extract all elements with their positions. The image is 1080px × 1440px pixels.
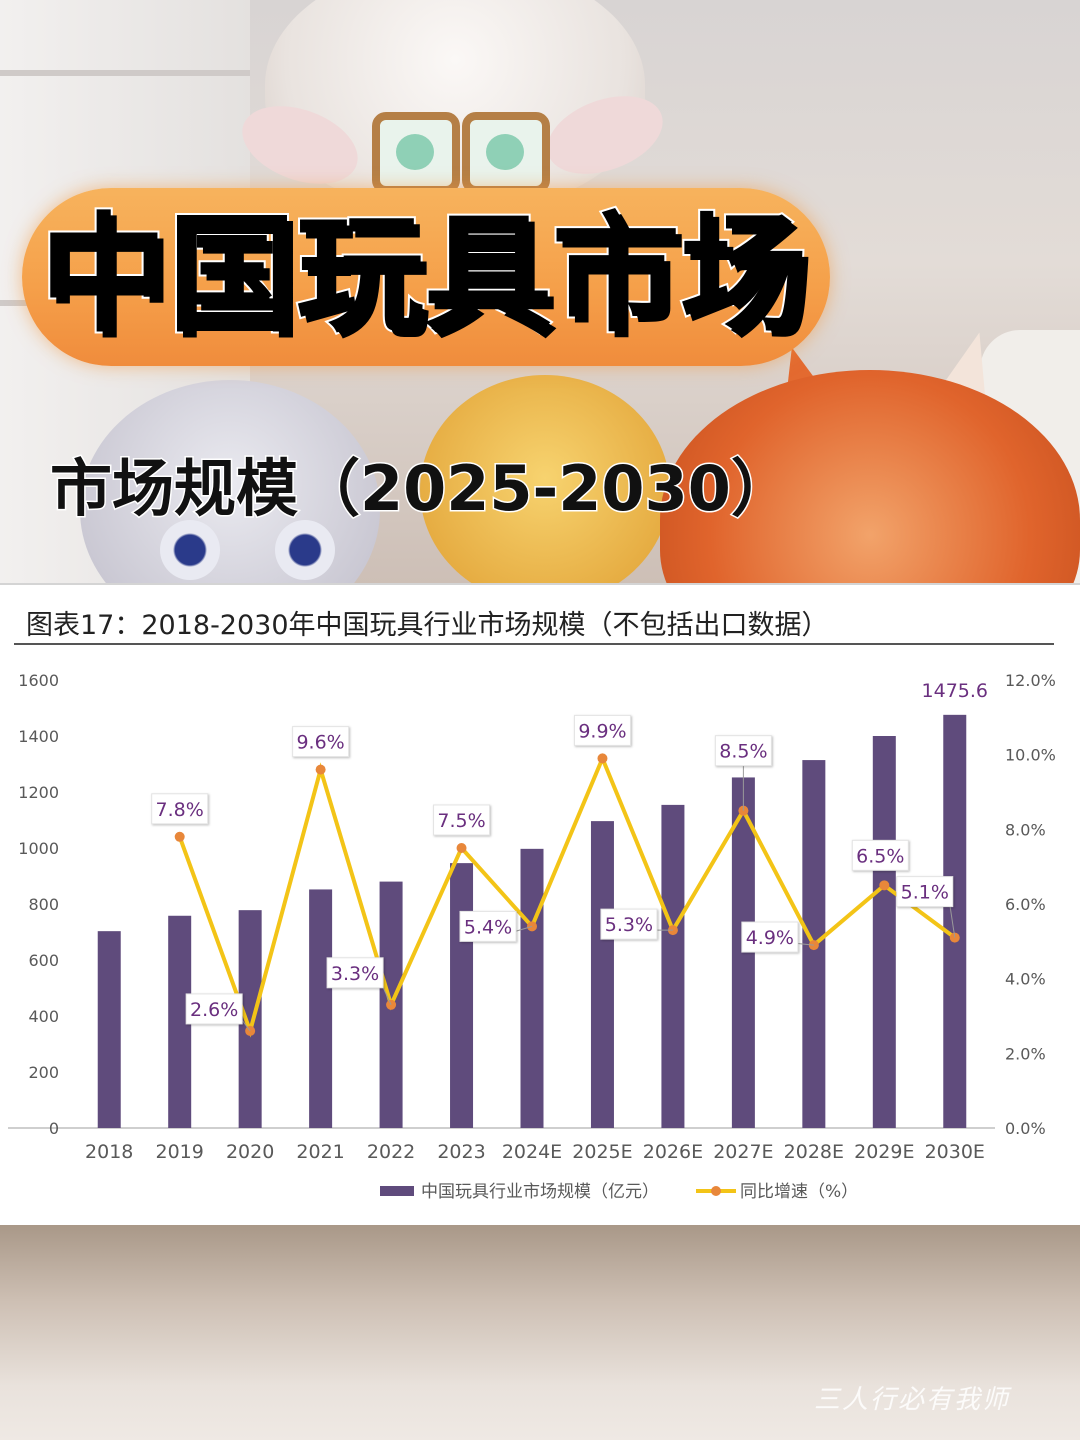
plush-hamster-image	[420, 375, 670, 585]
growth-point	[174, 831, 185, 842]
glasses-lens	[462, 112, 550, 194]
line-data-label: 2.6%	[190, 999, 238, 1021]
bar	[309, 889, 333, 1128]
y-left-tick-label: 1400	[18, 727, 59, 746]
y-left-tick-label: 400	[28, 1007, 59, 1026]
line-label-box	[292, 726, 350, 758]
line-data-label: 9.9%	[578, 720, 626, 742]
line-label-box	[600, 908, 658, 940]
line-label-box	[714, 735, 772, 767]
plush-bunny-eye	[160, 520, 220, 580]
growth-line	[177, 753, 956, 1038]
bottom-background	[0, 1225, 1080, 1440]
growth-point	[597, 753, 608, 764]
chart-title: 图表17：2018-2030年中国玩具行业市场规模（不包括出口数据）	[26, 610, 829, 641]
bar	[97, 931, 121, 1128]
glasses-lens	[372, 112, 460, 194]
shelf-line	[0, 70, 250, 76]
x-tick-label: 2018	[85, 1141, 133, 1163]
bar	[168, 915, 192, 1128]
line-data-label: 8.5%	[719, 741, 767, 763]
y-right-tick-label: 10.0%	[1005, 746, 1056, 765]
line-data-label: 5.3%	[605, 914, 653, 936]
line-label-box	[185, 993, 243, 1025]
line-label-box	[459, 910, 517, 942]
title-divider	[14, 643, 1054, 645]
hero-background	[0, 0, 1080, 585]
line-label-box	[433, 804, 491, 836]
y-right-tick-label: 4.0%	[1005, 970, 1046, 989]
x-tick-label: 2025E	[572, 1141, 632, 1163]
line-label-box	[741, 921, 799, 953]
y-left-tick-label: 200	[28, 1063, 59, 1082]
x-tick-label: 2021	[296, 1141, 344, 1163]
subtitle: 市场规模（2025-2030）	[49, 451, 795, 527]
growth-point	[245, 1025, 256, 1036]
line-label-box	[151, 793, 209, 825]
bar	[731, 777, 755, 1128]
y-left-tick-label: 1200	[18, 783, 59, 802]
line-label-box	[896, 876, 954, 908]
x-tick-label: 2027E	[713, 1141, 773, 1163]
y-left-tick-label: 800	[28, 895, 59, 914]
main-title: 中国玩具市场	[38, 199, 810, 352]
title-pill-background	[22, 188, 830, 366]
y-left-tick-label: 1000	[18, 839, 59, 858]
y-right-tick-label: 2.0%	[1005, 1044, 1046, 1063]
x-tick-label: 2026E	[643, 1141, 703, 1163]
line-label-box	[326, 957, 384, 989]
plush-glasses-image	[372, 112, 550, 194]
line-data-label: 7.8%	[156, 799, 204, 821]
x-tick-label: 2024E	[502, 1141, 562, 1163]
y-left-tick-label: 1600	[18, 671, 59, 690]
y-left-tick-label: 600	[28, 951, 59, 970]
y-right-tick-label: 8.0%	[1005, 820, 1046, 839]
bar	[943, 714, 967, 1128]
watermark-text: 三人行必有我师	[813, 1385, 1010, 1415]
bar	[238, 910, 262, 1128]
x-tick-label: 2030E	[925, 1141, 985, 1163]
legend-bar-label: 中国玩具行业市场规模（亿元）	[421, 1182, 659, 1202]
growth-point	[738, 805, 749, 816]
bar	[872, 736, 896, 1128]
y-left-tick-label: 0	[49, 1119, 59, 1138]
line-label-box	[573, 714, 631, 746]
legend-line-label: 同比增速（%）	[740, 1182, 858, 1202]
legend-bar-swatch	[380, 1186, 414, 1196]
y-right-tick-label: 0.0%	[1005, 1119, 1046, 1138]
y-right-tick-label: 12.0%	[1005, 671, 1056, 690]
legend-line-marker	[711, 1186, 721, 1196]
growth-point	[456, 843, 467, 853]
line-data-label: 4.9%	[746, 927, 794, 949]
x-tick-label: 2022	[367, 1141, 415, 1163]
x-tick-label: 2023	[437, 1141, 485, 1163]
combo-chart: 0 200 400 600 800 1000 1200 1400 1600 0.0% 2.0% 4.0…	[8, 671, 1056, 1202]
line-data-label: 7.5%	[437, 810, 485, 832]
bar	[450, 863, 474, 1128]
bar	[590, 821, 614, 1128]
line-label-box	[851, 839, 909, 871]
bar	[520, 848, 544, 1128]
line-data-label: 6.5%	[856, 845, 904, 867]
growth-point	[315, 764, 326, 775]
bar	[661, 804, 685, 1128]
growth-point	[879, 880, 890, 891]
x-tick-label: 2028E	[784, 1141, 844, 1163]
x-tick-label: 2029E	[854, 1141, 914, 1163]
y-right-tick-label: 6.0%	[1005, 895, 1046, 914]
plush-bunny-eye	[275, 520, 335, 580]
x-tick-label: 2019	[156, 1141, 204, 1163]
line-data-label: 9.6%	[296, 732, 344, 754]
line-data-label: 5.4%	[464, 916, 512, 938]
bar-data-label: 1475.6	[922, 680, 988, 702]
line-data-label: 3.3%	[331, 963, 379, 985]
line-data-label: 5.1%	[901, 882, 949, 904]
x-tick-label: 2020	[226, 1141, 274, 1163]
